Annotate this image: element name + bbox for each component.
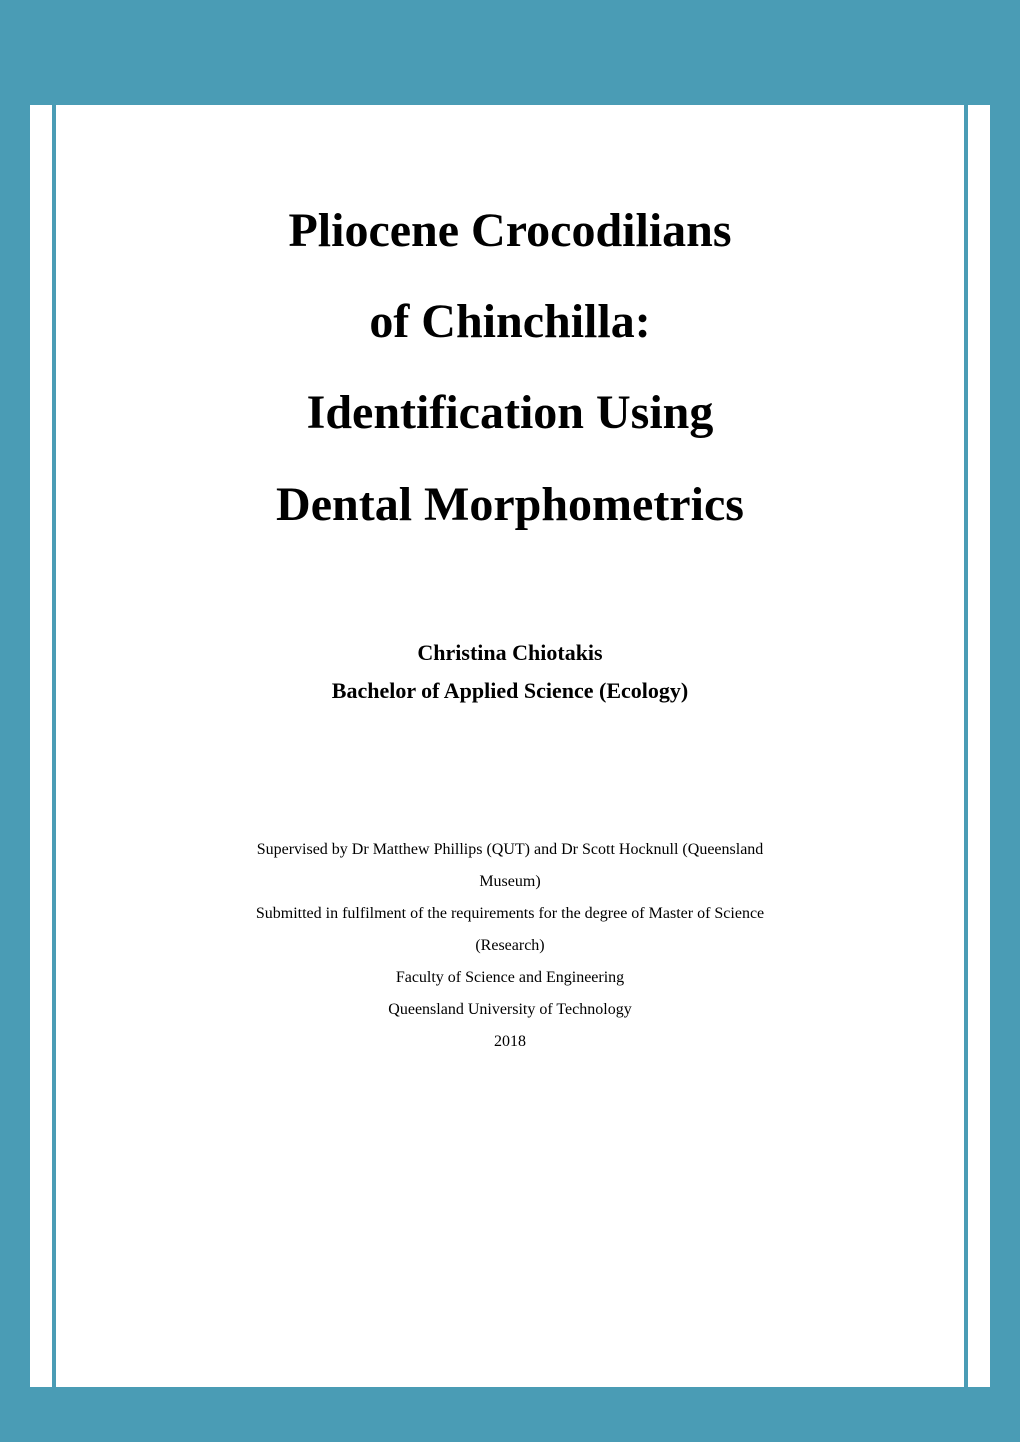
supervisors-line-2: Museum) [130, 866, 890, 898]
supervisors-line-1: Supervised by Dr Matthew Phillips (QUT) … [130, 834, 890, 866]
university: Queensland University of Technology [130, 994, 890, 1026]
author-name: Christina Chiotakis [130, 640, 890, 666]
year: 2018 [130, 1026, 890, 1058]
right-inner-border [964, 105, 968, 1387]
faculty: Faculty of Science and Engineering [130, 962, 890, 994]
title-line-2: of Chinchilla: [130, 276, 890, 367]
submission-line-2: (Research) [130, 930, 890, 962]
title-line-3: Identification Using [130, 367, 890, 458]
title-line-1: Pliocene Crocodilians [130, 185, 890, 276]
title-line-4: Dental Morphometrics [130, 459, 890, 550]
left-inner-border [52, 105, 56, 1387]
title-block: Pliocene Crocodilians of Chinchilla: Ide… [130, 185, 890, 550]
content-area: Pliocene Crocodilians of Chinchilla: Ide… [70, 105, 950, 1387]
author-degree: Bachelor of Applied Science (Ecology) [130, 678, 890, 704]
submission-line-1: Submitted in fulfilment of the requireme… [130, 898, 890, 930]
author-block: Christina Chiotakis Bachelor of Applied … [130, 640, 890, 704]
info-block: Supervised by Dr Matthew Phillips (QUT) … [130, 834, 890, 1058]
